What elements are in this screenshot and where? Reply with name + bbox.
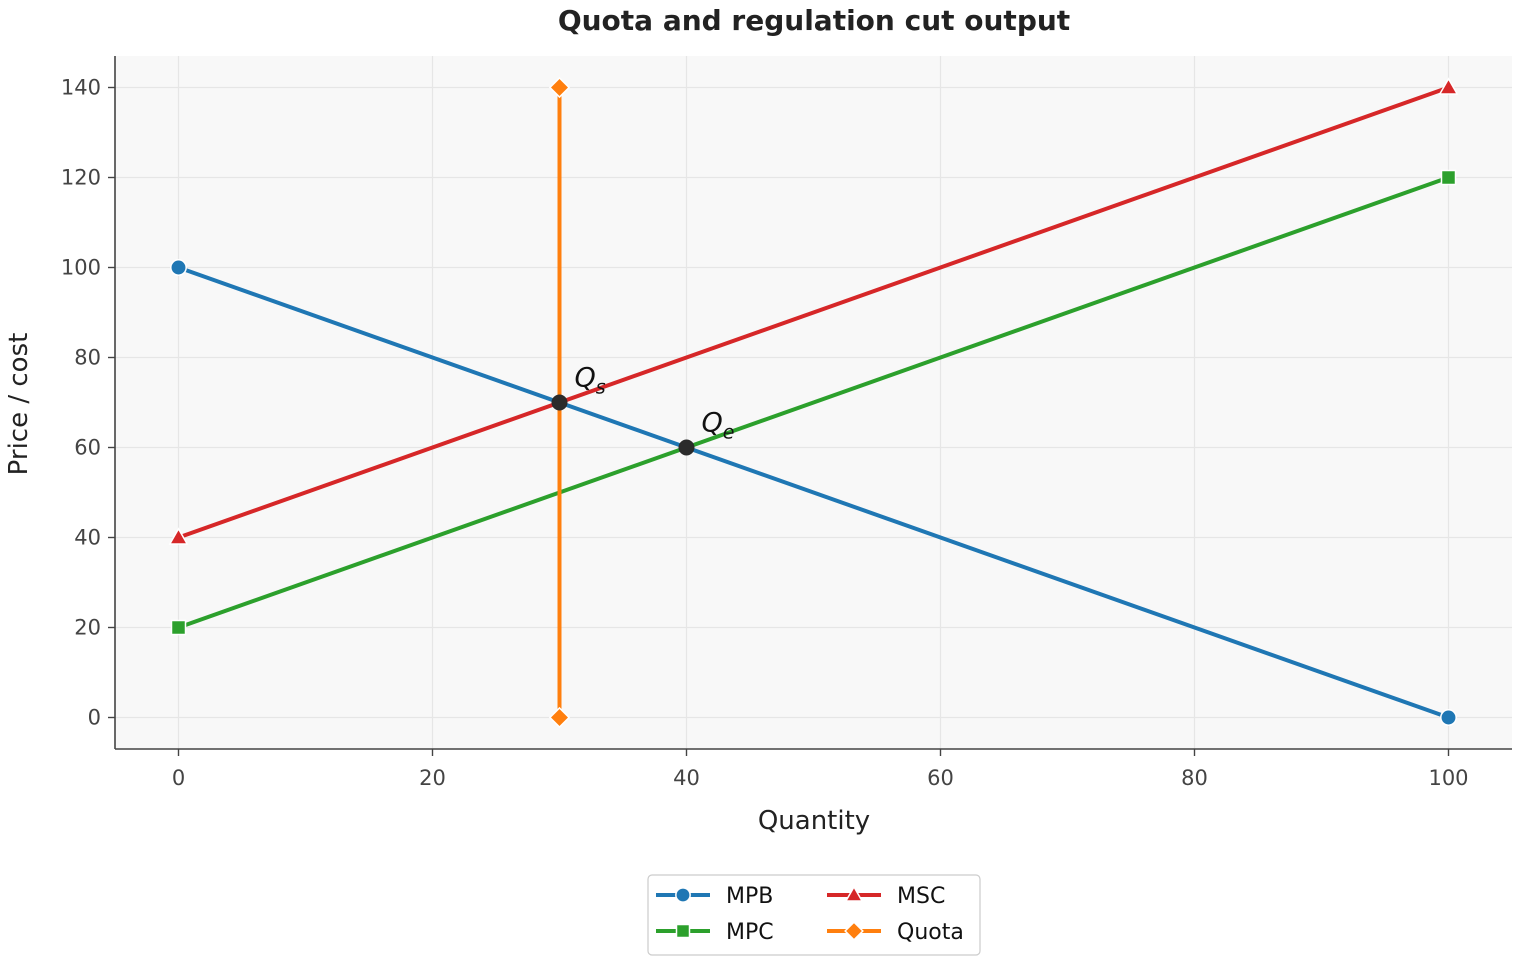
equilibrium-point-qs [551,394,568,411]
series-mpb [170,259,1457,726]
msc-marker [1438,77,1459,95]
y-tick-label: 100 [61,256,101,280]
y-tick-label: 140 [61,76,101,100]
grid [115,56,1512,749]
y-tick-label: 40 [74,526,101,550]
x-tick-label: 0 [172,766,185,790]
axes [114,56,1512,750]
mpc-line [177,175,1450,630]
legend: MPB MPC MSC Quota [647,874,981,956]
chart-title: Quota and regulation cut output [558,4,1070,37]
mpb-marker [170,259,187,276]
y-tick-label: 0 [88,706,101,730]
legend-label-mpb: MPB [726,884,773,909]
x-tick-label: 80 [1181,766,1208,790]
x-tick-label: 40 [673,766,700,790]
legend-item-msc: MSC [827,884,945,909]
msc-marker [168,527,189,545]
quota-marker [548,706,571,729]
x-tick-label: 20 [419,766,446,790]
mpb-line [177,265,1450,720]
msc-line [177,85,1450,540]
legend-item-mpc: MPC [656,920,774,945]
quota-marker [548,76,571,99]
y-tick-label: 120 [61,166,101,190]
equilibrium-point-qe [678,439,695,456]
ticks: 0 20 40 60 80 100 0 20 40 60 80 100 120 140 [61,76,1469,791]
y-tick-label: 80 [74,346,101,370]
legend-label-mpc: MPC [726,920,774,945]
mpc-marker [170,619,187,636]
y-tick-label: 20 [74,616,101,640]
y-tick-label: 60 [74,436,101,460]
series-msc [168,77,1459,545]
legend-marker-mpb [675,887,691,903]
legend-box [647,874,981,956]
mpb-marker [1440,709,1457,726]
legend-item-mpb: MPB [656,884,773,909]
legend-marker-quota [844,921,864,941]
legend-label-msc: MSC [897,884,945,909]
mpc-marker [1440,169,1457,186]
legend-marker-mpc [675,923,691,939]
x-tick-label: 100 [1428,766,1468,790]
x-axis-label: Quantity [758,806,870,836]
y-axis-label: Price / cost [4,333,34,476]
legend-item-quota: Quota [827,920,964,945]
series-mpc [170,169,1457,636]
legend-label-quota: Quota [897,920,964,945]
legend-marker-msc [844,885,864,902]
x-tick-label: 60 [927,766,954,790]
